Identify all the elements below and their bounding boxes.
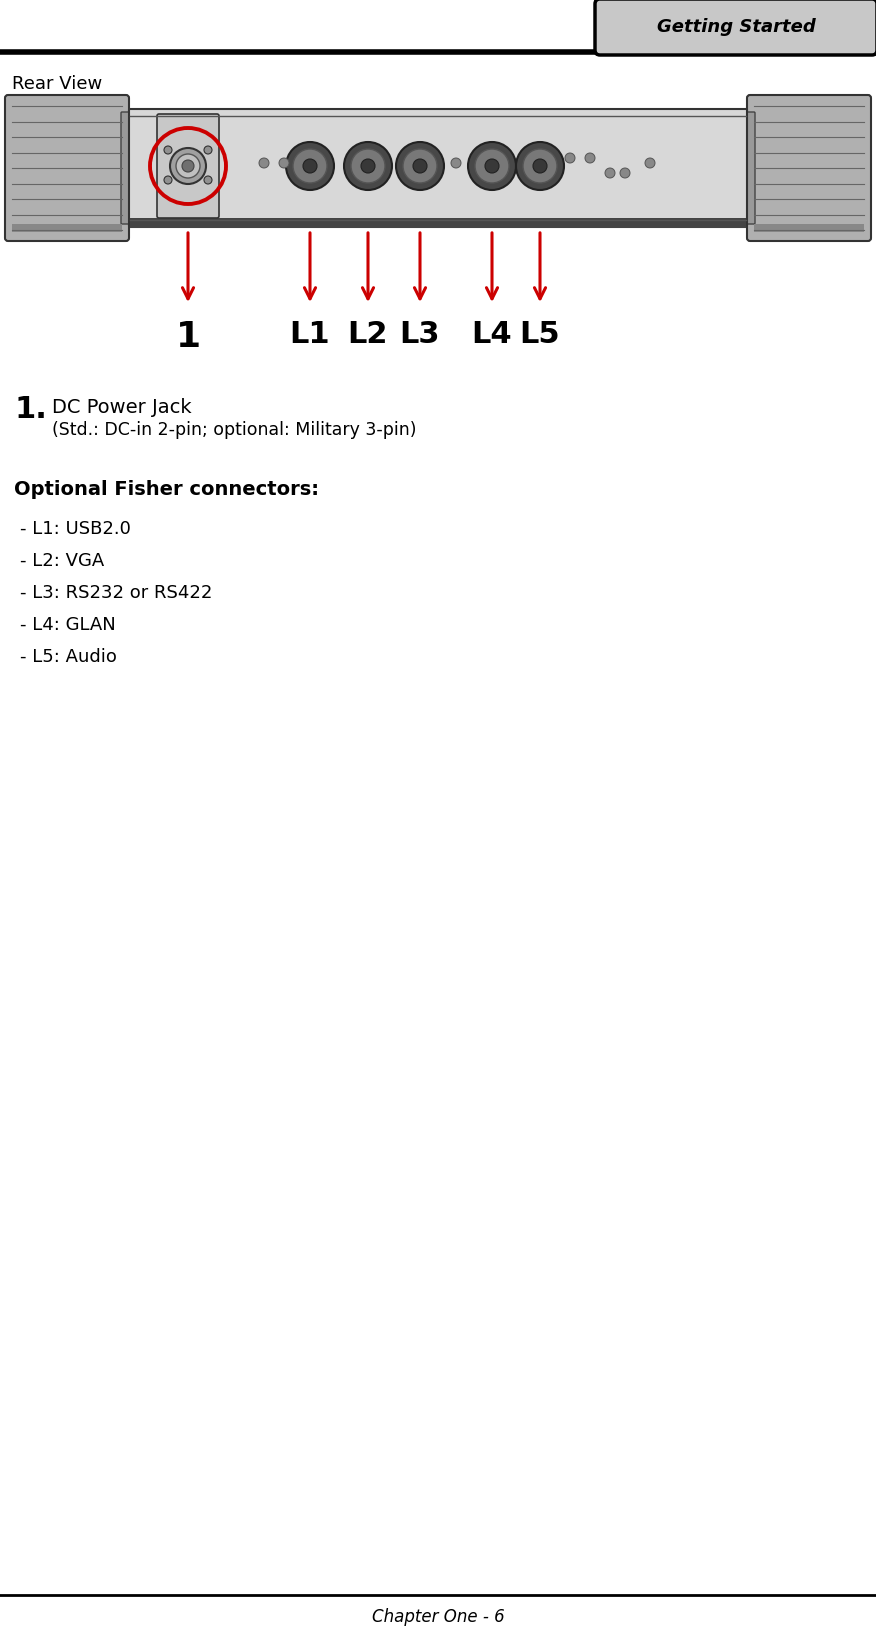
Circle shape [204,176,212,184]
Text: Optional Fisher connectors:: Optional Fisher connectors: [14,481,319,498]
Circle shape [620,168,630,178]
Circle shape [164,147,172,155]
Circle shape [164,176,172,184]
Circle shape [485,160,499,173]
Circle shape [451,158,461,168]
FancyBboxPatch shape [5,94,129,241]
Text: L4: L4 [471,319,512,349]
FancyBboxPatch shape [747,94,871,241]
Circle shape [533,160,547,173]
Text: Getting Started: Getting Started [657,18,816,36]
Circle shape [605,168,615,178]
FancyBboxPatch shape [737,112,755,225]
Circle shape [204,147,212,155]
Text: (Std.: DC-in 2-pin; optional: Military 3-pin): (Std.: DC-in 2-pin; optional: Military 3… [52,420,416,438]
Circle shape [286,142,334,191]
Bar [754,225,864,231]
Text: DC Power Jack: DC Power Jack [52,397,192,417]
Circle shape [645,158,655,168]
FancyBboxPatch shape [129,109,747,226]
Circle shape [413,160,427,173]
Text: - L4: GLAN: - L4: GLAN [20,616,116,634]
Bar [12,225,122,231]
Bar [130,218,746,228]
Circle shape [565,153,575,163]
FancyBboxPatch shape [157,114,219,218]
Circle shape [259,158,269,168]
Text: L2: L2 [348,319,388,349]
Circle shape [176,155,200,178]
Circle shape [279,158,289,168]
Circle shape [344,142,392,191]
Circle shape [516,142,564,191]
Text: 1: 1 [175,319,201,353]
Circle shape [468,142,516,191]
Circle shape [403,148,437,182]
Circle shape [475,148,509,182]
Text: Chapter One - 6: Chapter One - 6 [371,1608,505,1626]
Text: - L2: VGA: - L2: VGA [20,552,104,570]
Circle shape [396,142,444,191]
Text: L5: L5 [519,319,561,349]
Circle shape [303,160,317,173]
Text: Rear View: Rear View [12,75,102,93]
FancyBboxPatch shape [595,0,876,55]
Text: - L3: RS232 or RS422: - L3: RS232 or RS422 [20,585,212,603]
Circle shape [361,160,375,173]
Text: - L1: USB2.0: - L1: USB2.0 [20,520,131,538]
FancyBboxPatch shape [121,112,139,225]
Text: - L5: Audio: - L5: Audio [20,648,117,666]
Text: 1.: 1. [14,394,47,424]
Circle shape [585,153,595,163]
Circle shape [351,148,385,182]
Circle shape [523,148,557,182]
Circle shape [293,148,327,182]
Text: L3: L3 [399,319,441,349]
Circle shape [182,160,194,173]
Text: L1: L1 [290,319,330,349]
Circle shape [170,148,206,184]
